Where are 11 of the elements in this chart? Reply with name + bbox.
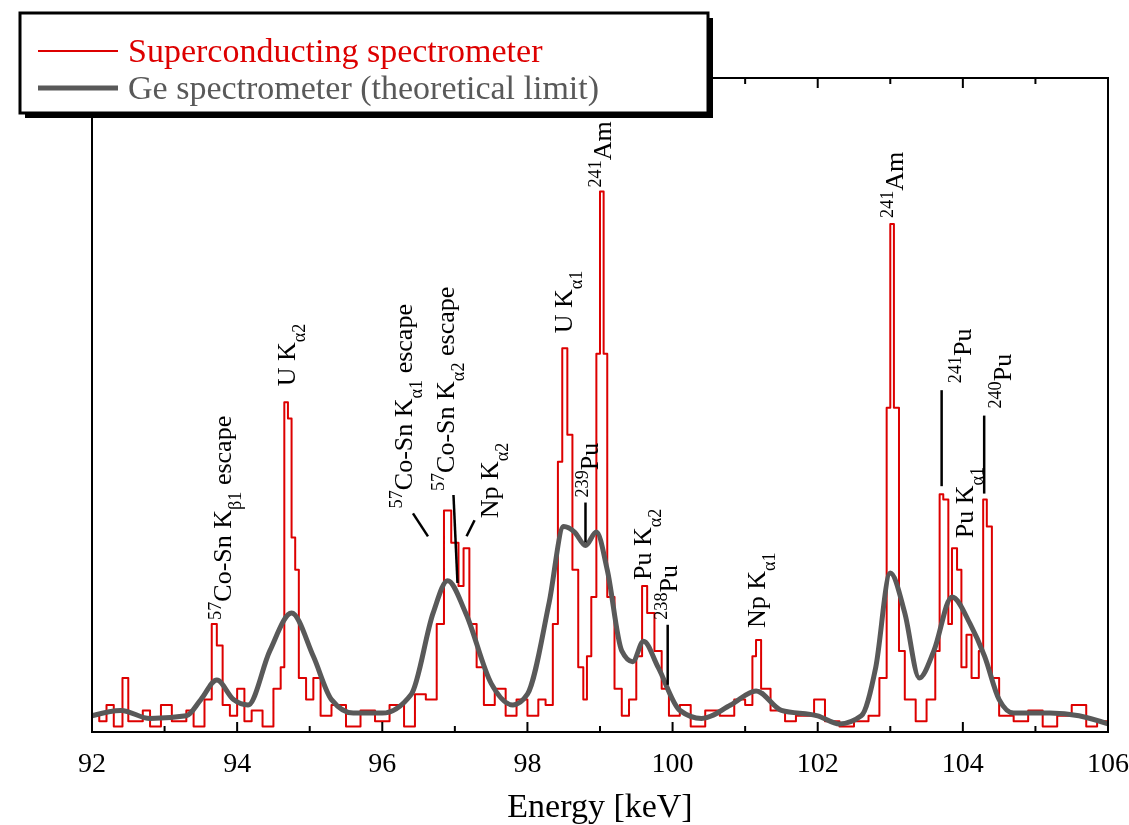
x-tick-label: 98 — [513, 747, 542, 778]
x-tick-label: 102 — [796, 747, 839, 778]
x-tick-label: 92 — [78, 747, 106, 778]
x-tick-label: 106 — [1087, 747, 1129, 778]
x-tick-label: 96 — [368, 747, 397, 778]
legend-label: Ge spectrometer (theoretical limit) — [128, 69, 600, 107]
legend-label: Superconducting spectrometer — [128, 32, 544, 69]
x-tick-label: 100 — [651, 747, 694, 778]
x-tick-label: 104 — [941, 747, 984, 778]
x-axis-title: Energy [keV] — [507, 787, 693, 824]
x-tick-label: 94 — [223, 747, 252, 778]
